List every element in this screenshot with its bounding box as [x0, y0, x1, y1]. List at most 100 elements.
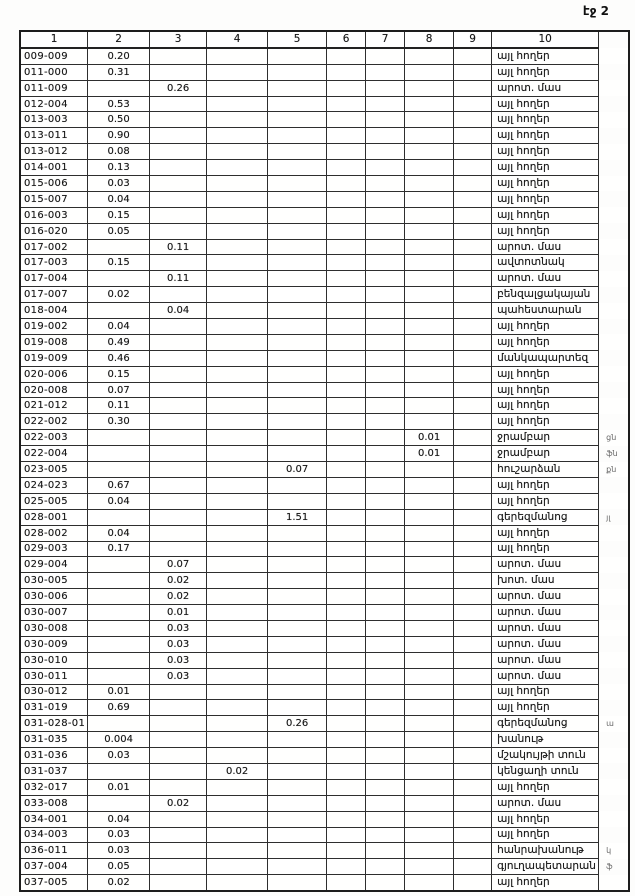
value-cell-col3 [149, 747, 208, 764]
value-cell-col7 [365, 858, 406, 876]
value-cell-col8 [404, 222, 455, 240]
value-cell-col7 [365, 635, 406, 653]
value-cell-col4 [206, 635, 269, 653]
value-cell-col8 [404, 556, 455, 574]
value-cell-col7 [365, 683, 406, 701]
table-row: 017-002 0.11 արոտ. մաս [19, 238, 629, 256]
table-row: 034-001 0.04 այլ հողեր [19, 810, 629, 828]
value-cell-col8 [404, 731, 455, 749]
table-row: 030-007 0.01 արոտ. մաս [19, 604, 629, 621]
value-cell-col7 [365, 572, 406, 590]
value-cell-col6 [326, 476, 367, 494]
parcel-code-cell: 015-007 [19, 190, 89, 208]
value-cell-col9 [453, 508, 493, 526]
value-cell-col7 [365, 333, 406, 351]
margin-note [598, 588, 629, 605]
value-cell-col9 [453, 588, 493, 606]
value-cell-col7 [365, 127, 406, 145]
column-header-3: 3 [149, 30, 208, 49]
table-row: 028-001 1.51 գերեզմանոց յլ [19, 508, 629, 526]
parcel-code-cell: 031-028-01 [19, 715, 89, 733]
parcel-code-cell: 033-008 [19, 794, 89, 812]
table-row: 031-036 0.03 մշակույթի տուն [19, 747, 629, 764]
parcel-code-cell: 015-006 [19, 175, 89, 192]
margin-note [598, 874, 629, 892]
parcel-code-cell: 022-003 [19, 429, 89, 447]
parcel-code-cell: 023-005 [19, 461, 89, 478]
value-cell-col9 [453, 318, 493, 335]
table-row: 016-020 0.05 այլ հողեր [19, 222, 629, 240]
value-cell-col6 [326, 588, 367, 606]
table-row: 028-002 0.04 այլ հողեր [19, 524, 629, 542]
parcel-code-cell: 011-000 [19, 63, 89, 81]
value-cell-col3 [149, 508, 208, 526]
value-cell-col4 [206, 365, 269, 383]
value-cell-col7 [365, 397, 406, 415]
parcel-code-cell: 013-011 [19, 127, 89, 145]
value-cell-col6 [326, 159, 367, 177]
value-cell-col5 [267, 222, 328, 240]
value-cell-col2: 0.46 [87, 349, 151, 367]
value-cell-col4 [206, 238, 269, 256]
value-cell-col9 [453, 699, 493, 717]
value-cell-col7 [365, 508, 406, 526]
value-cell-col9 [453, 95, 493, 113]
value-cell-col6 [326, 810, 367, 828]
value-cell-col7 [365, 429, 406, 447]
margin-note [598, 239, 629, 255]
value-cell-col7 [365, 445, 406, 463]
value-cell-col8 [404, 667, 455, 685]
value-cell-col3 [149, 492, 208, 510]
value-cell-col7 [365, 540, 406, 558]
value-cell-col7 [365, 365, 406, 383]
value-cell-col4 [206, 858, 269, 876]
value-cell-col7 [365, 476, 406, 494]
value-cell-col3 [149, 842, 208, 860]
value-cell-col5 [267, 63, 328, 81]
table-row: 024-023 0.67 այլ հողեր [19, 476, 629, 494]
value-cell-col2 [87, 715, 151, 733]
value-cell-col9 [453, 461, 493, 478]
value-cell-col3 [149, 349, 208, 367]
value-cell-col4 [206, 318, 269, 335]
value-cell-col4 [206, 175, 269, 192]
value-cell-col7 [365, 492, 406, 510]
parcel-code-cell: 030-010 [19, 651, 89, 669]
land-type-cell: այլ հողեր [491, 365, 600, 383]
value-cell-col4 [206, 683, 269, 701]
value-cell-col6 [326, 683, 367, 701]
value-cell-col4 [206, 79, 269, 97]
value-cell-col4 [206, 556, 269, 574]
value-cell-col4 [206, 190, 269, 208]
value-cell-col9 [453, 381, 493, 399]
value-cell-col7 [365, 556, 406, 574]
parcel-code-cell: 018-004 [19, 302, 89, 320]
margin-note: կ [598, 842, 629, 859]
value-cell-col4 [206, 572, 269, 590]
value-cell-col7 [365, 318, 406, 335]
value-cell-col7 [365, 874, 406, 892]
margin-note [598, 556, 629, 573]
value-cell-col3 [149, 397, 208, 415]
value-cell-col6 [326, 206, 367, 224]
value-cell-col3 [149, 445, 208, 463]
parcel-code-cell: 022-004 [19, 445, 89, 463]
parcel-code-cell: 030-006 [19, 588, 89, 606]
value-cell-col9 [453, 222, 493, 240]
value-cell-col8 [404, 95, 455, 113]
table-row: 013-003 0.50 այլ հողեր [19, 111, 629, 129]
value-cell-col2 [87, 445, 151, 463]
land-type-cell: այլ հողեր [491, 699, 600, 717]
value-cell-col3 [149, 159, 208, 177]
value-cell-col2 [87, 619, 151, 637]
value-cell-col9 [453, 747, 493, 764]
table-row: 011-000 0.31 այլ հողեր [19, 63, 629, 81]
margin-note [598, 207, 629, 224]
value-cell-col9 [453, 715, 493, 733]
margin-note [598, 318, 629, 335]
value-cell-col2 [87, 794, 151, 812]
land-type-cell: այլ հողեր [491, 47, 600, 65]
value-cell-col7 [365, 651, 406, 669]
value-cell-col5 [267, 127, 328, 145]
value-cell-col5 [267, 762, 328, 780]
